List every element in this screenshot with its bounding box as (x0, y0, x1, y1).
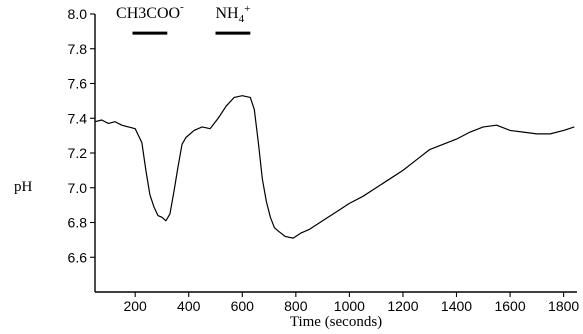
y-tick-label: 6.6 (68, 249, 88, 265)
x-tick-label: 1800 (548, 298, 579, 314)
ammonium-label: NH4+ (215, 3, 250, 25)
series-group (94, 95, 575, 239)
y-tick-label: 8.0 (68, 6, 88, 22)
y-axis-title: pH (14, 179, 33, 195)
x-tick-label: 400 (177, 298, 201, 314)
y-tick-label: 7.6 (68, 76, 88, 92)
x-tick-label: 1600 (494, 298, 525, 314)
x-tick-label: 1400 (441, 298, 472, 314)
axes-group (90, 13, 577, 297)
labels-group: 200 400 600 800 1000 1200 1400 1600 1800 6.6 6.8 7.… (14, 1, 579, 330)
x-axis-title: Time (seconds) (290, 314, 382, 330)
acetate-label: CH3COO- (116, 1, 184, 22)
x-tick-label: 1000 (334, 298, 365, 314)
x-tick-label: 800 (284, 298, 308, 314)
y-tick-label: 7.2 (68, 145, 88, 161)
x-tick-label: 600 (231, 298, 255, 314)
ph-series-line (94, 95, 575, 239)
y-tick-label: 7.8 (68, 41, 88, 57)
x-tick-label: 1200 (387, 298, 418, 314)
x-tick-label: 200 (123, 298, 147, 314)
y-tick-label: 6.8 (68, 215, 88, 231)
y-tick-label: 7.0 (68, 180, 88, 196)
y-tick-label: 7.4 (68, 110, 88, 126)
